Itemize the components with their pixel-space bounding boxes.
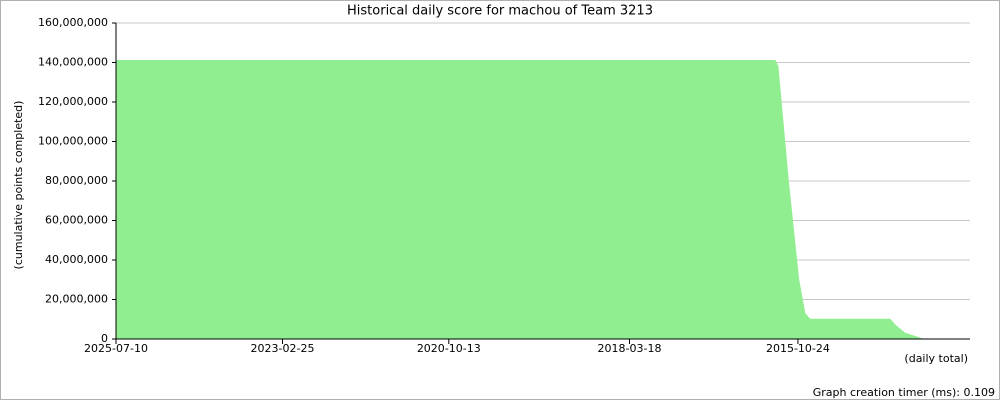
y-tick-label: 120,000,000 [38, 95, 108, 108]
y-tick-label: 60,000,000 [45, 214, 108, 227]
y-tick-label: 20,000,000 [45, 293, 108, 306]
y-tick-label: 160,000,000 [38, 16, 108, 29]
chart-title: Historical daily score for machou of Tea… [347, 4, 653, 19]
x-tick-label: 2023-02-25 [251, 342, 315, 355]
y-axis-label: (cumulative points completed) [12, 101, 25, 270]
area [115, 60, 923, 340]
x-tick-label: 2015-10-24 [766, 342, 830, 355]
y-tick-label: 40,000,000 [45, 253, 108, 266]
y-tick-label: 140,000,000 [38, 56, 108, 69]
axes: 0 20,000,000 40,000,000 60,000,000 80,000,00… [38, 16, 970, 355]
x-axis-label: (daily total) [904, 352, 968, 365]
x-tick-label: 2025-07-10 [84, 342, 148, 355]
marks [115, 60, 923, 340]
x-tick-label: 2018-03-18 [598, 342, 662, 355]
y-tick-label: 0 [101, 332, 108, 345]
y-tick-label: 100,000,000 [38, 135, 108, 148]
footer: Graph creation timer (ms): 0.109 [813, 386, 995, 399]
x-tick-label: 2020-10-13 [417, 342, 481, 355]
y-tick-label: 80,000,000 [45, 174, 108, 187]
